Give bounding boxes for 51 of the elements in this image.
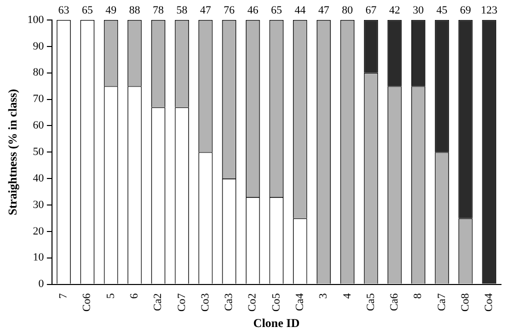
y-tick-label: 10 (32, 252, 44, 264)
text: 30 (412, 4, 424, 16)
x-axis-title: Clone ID (253, 316, 300, 330)
text: 49 (105, 4, 117, 16)
x-tick-label: Co2 (246, 293, 259, 312)
text: 47 (200, 4, 212, 16)
x-tick-label: Co5 (270, 292, 282, 312)
text: 80 (342, 4, 354, 16)
x-tick-label: 8 (412, 292, 424, 299)
text: 65 (270, 4, 282, 16)
x-tick-label: Ca2 (152, 293, 164, 311)
text: 42 (389, 4, 400, 16)
x-tick-label: 3 (318, 292, 330, 299)
y-tick-label: 30 (32, 198, 44, 211)
x-tick-label: 4 (341, 292, 354, 299)
text: 45 (436, 4, 448, 16)
text: 47 (318, 4, 330, 16)
x-tick-label: Co6 (81, 292, 94, 312)
x-tick-label: Co7 (176, 292, 188, 312)
y-tick-label: 40 (32, 172, 44, 184)
x-tick-label: Ca5 (364, 292, 377, 311)
y-tick-label: 100 (27, 14, 44, 26)
text: 78 (152, 4, 164, 16)
y-tick-label: 90 (32, 40, 44, 52)
text: 65 (82, 4, 94, 16)
y-tick-label: 80 (32, 66, 44, 79)
y-tick-label: 50 (32, 146, 44, 158)
text: 63 (58, 4, 70, 16)
y-tick-label: 20 (32, 225, 44, 238)
text: 123 (480, 4, 498, 16)
x-tick-label: 6 (128, 292, 141, 299)
x-tick-label: Ca6 (388, 292, 401, 311)
text: 76 (224, 4, 236, 16)
y-tick-label: 70 (32, 93, 44, 106)
x-tick-label: Ca4 (294, 292, 306, 311)
text: 58 (176, 4, 188, 16)
x-tick-label: Co4 (483, 292, 496, 312)
y-tick-label: 0 (38, 278, 44, 290)
text: 69 (460, 4, 472, 16)
text: 46 (247, 4, 259, 16)
text: 44 (294, 4, 306, 16)
x-tick-label: 7 (58, 292, 70, 299)
y-tick-label: 60 (32, 120, 44, 132)
x-tick-label: Ca7 (436, 292, 448, 311)
x-tick-label: Co8 (459, 292, 472, 312)
text: 88 (129, 4, 141, 16)
y-axis-title: Straightness (% in class) (5, 88, 20, 216)
x-tick-label: 5 (104, 292, 117, 299)
x-tick-label: Ca3 (223, 292, 236, 311)
text: 67 (365, 4, 377, 16)
x-tick-label: Co3 (199, 292, 212, 312)
